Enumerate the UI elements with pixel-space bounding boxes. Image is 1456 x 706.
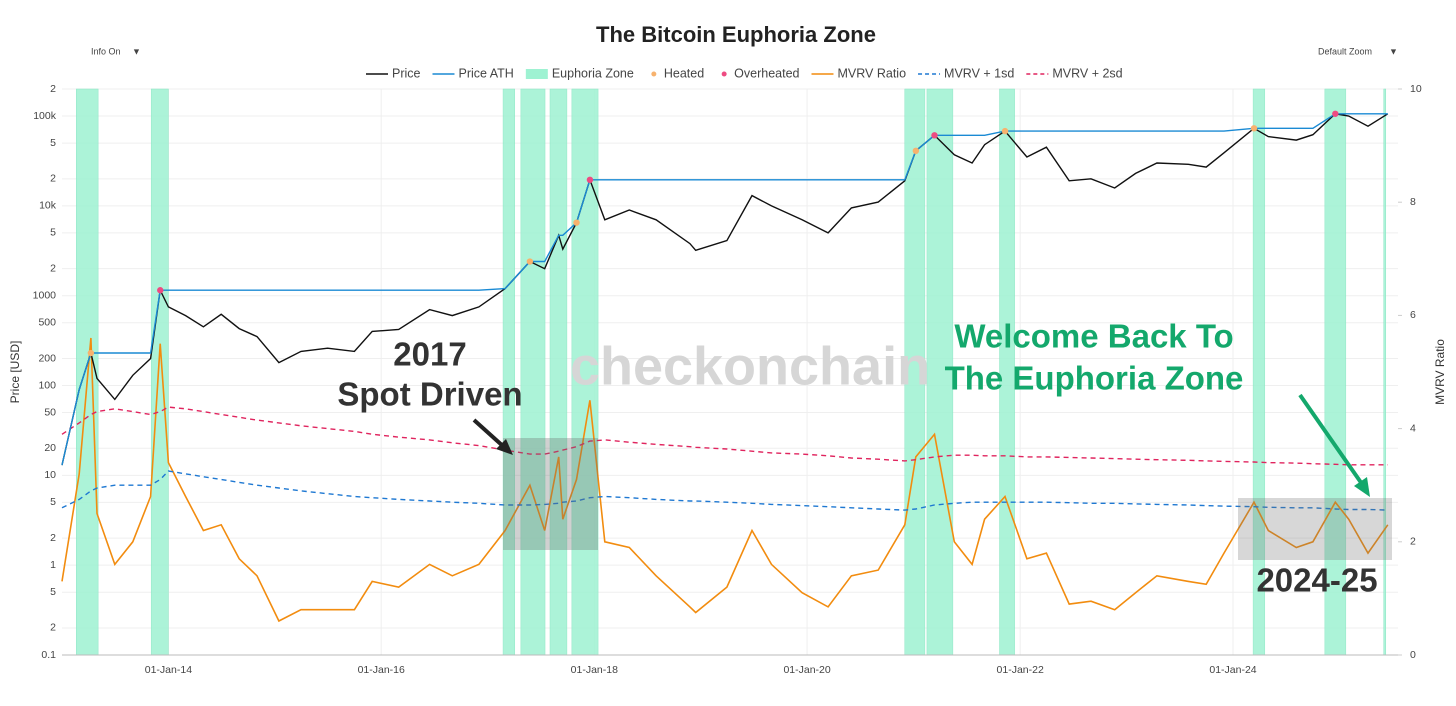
y-tick-label: 2	[50, 173, 56, 185]
euphoria-zone	[1383, 88, 1387, 656]
euphoria-zone	[549, 88, 568, 656]
marker	[1332, 110, 1339, 117]
highlight-box	[1238, 498, 1392, 560]
arrow	[1298, 393, 1370, 497]
legend-item: MVRV + 2sd	[1026, 66, 1123, 80]
y2-axis-title: MVRV Ratio	[1433, 339, 1447, 405]
euphoria-zone	[150, 88, 169, 656]
annotation: The Euphoria Zone	[945, 360, 1244, 397]
annotation: 2024-25	[1256, 562, 1377, 599]
lines	[61, 110, 1389, 623]
x-tick-label: 01-Jan-18	[571, 664, 618, 676]
info-toggle[interactable]: Info On	[91, 46, 121, 56]
legend-label: MVRV + 2sd	[1052, 66, 1122, 80]
watermark: checkonchain	[570, 336, 930, 396]
y-tick-label: 50	[44, 406, 56, 418]
y-tick-label: 10	[44, 469, 56, 481]
legend-label: Price	[392, 66, 421, 80]
axes: 0.12512510205010020050010002510k25100k20…	[33, 83, 1422, 676]
series-line	[61, 470, 1388, 511]
marker	[931, 132, 938, 139]
marker	[526, 258, 534, 265]
y-tick-label: 2	[50, 262, 56, 274]
legend-label: MVRV Ratio	[837, 66, 906, 80]
y-tick-label: 2	[50, 83, 56, 95]
x-tick-label: 01-Jan-20	[783, 664, 830, 676]
euphoria-zone	[520, 88, 546, 656]
y2-tick-label: 6	[1410, 309, 1416, 321]
series-line	[61, 113, 1389, 466]
marker	[573, 219, 580, 226]
euphoria-zone	[571, 88, 599, 656]
x-tick-label: 01-Jan-16	[358, 664, 405, 676]
y-tick-label: 100k	[33, 110, 57, 122]
x-tick-label: 01-Jan-24	[1209, 664, 1256, 676]
highlight-box	[503, 438, 598, 550]
series-line	[61, 337, 1389, 623]
annotation: 2017	[393, 336, 466, 373]
marker	[1001, 127, 1009, 135]
legend-label: Overheated	[734, 66, 799, 80]
marker	[912, 147, 920, 155]
legend-item: MVRV + 1sd	[918, 66, 1014, 80]
dropdown-arrow[interactable]: ▼	[132, 46, 141, 56]
x-tick-label: 01-Jan-22	[997, 664, 1044, 676]
legend-item: MVRV Ratio	[811, 66, 906, 80]
y2-tick-label: 0	[1410, 649, 1416, 661]
arrow	[472, 418, 513, 455]
chart-title: The Bitcoin Euphoria Zone	[596, 22, 876, 47]
legend-label: MVRV + 1sd	[944, 66, 1014, 80]
y-tick-label: 20	[44, 442, 56, 454]
legend-item: Overheated	[721, 66, 800, 80]
euphoria-zone	[502, 88, 515, 656]
y2-tick-label: 4	[1410, 422, 1416, 434]
series-line	[61, 406, 1388, 466]
legend-item: Price	[366, 66, 421, 80]
y-tick-label: 5	[50, 496, 56, 508]
y-tick-label: 1000	[33, 289, 57, 301]
x-tick-label: 01-Jan-14	[145, 664, 192, 676]
marker	[586, 176, 594, 184]
y-tick-label: 2	[50, 622, 56, 634]
annotation: Welcome Back To	[954, 318, 1233, 355]
legend-swatch	[721, 71, 727, 77]
euphoria-zone	[926, 88, 954, 656]
legend: Price Price ATH Euphoria Zone Heated Overhea…	[366, 66, 1123, 80]
y-tick-label: 1	[50, 559, 56, 571]
y-tick-label: 100	[38, 379, 56, 391]
y2-tick-label: 8	[1410, 196, 1416, 208]
y-axis-title: Price [USD]	[8, 341, 22, 404]
legend-item: Price ATH	[432, 66, 514, 80]
legend-item: Euphoria Zone	[525, 66, 634, 80]
y-tick-label: 10k	[39, 200, 57, 212]
y-tick-label: 5	[50, 586, 56, 598]
y2-tick-label: 10	[1410, 83, 1422, 95]
annotation: Spot Driven	[337, 376, 522, 413]
legend-item: Heated	[651, 66, 704, 80]
series-line	[61, 113, 1388, 466]
y-tick-label: 5	[50, 137, 56, 149]
marker	[1250, 125, 1258, 132]
arrow-head	[496, 439, 513, 455]
arrow-shaft	[1298, 393, 1364, 486]
zoom-select[interactable]: Default Zoom	[1318, 46, 1372, 56]
legend-swatch	[651, 71, 657, 77]
arrow-shaft	[472, 418, 506, 449]
marker	[87, 349, 95, 357]
y-tick-label: 500	[38, 317, 56, 329]
dropdown-arrow[interactable]: ▼	[1389, 46, 1398, 56]
legend-label: Heated	[664, 66, 704, 80]
y-tick-label: 2	[50, 532, 56, 544]
y2-tick-label: 2	[1410, 536, 1416, 548]
marker	[157, 287, 164, 294]
legend-label: Euphoria Zone	[552, 66, 634, 80]
arrow-head	[1354, 477, 1370, 497]
y-tick-label: 200	[38, 352, 56, 364]
legend-label: Price ATH	[458, 66, 513, 80]
y-tick-label: 0.1	[41, 649, 56, 661]
legend-swatch	[525, 69, 548, 79]
y-tick-label: 5	[50, 227, 56, 239]
